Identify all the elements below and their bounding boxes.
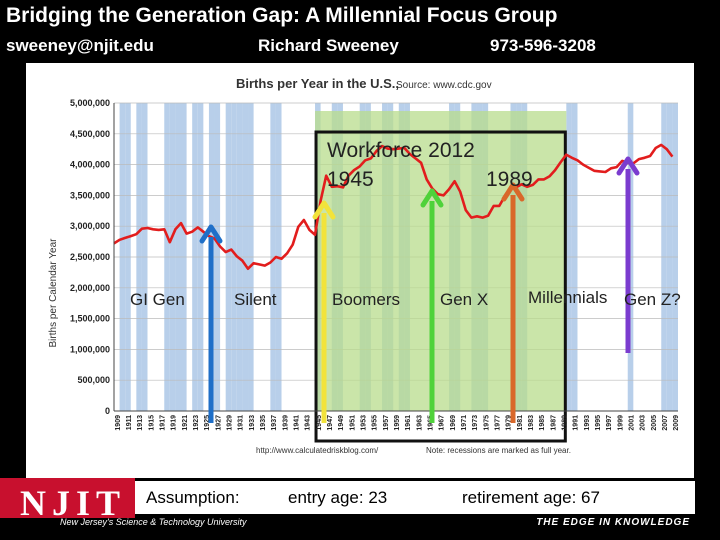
x-tick-label: 1931 [238, 415, 245, 431]
x-tick-label: 1951 [349, 415, 356, 431]
x-tick-label: 1961 [405, 415, 412, 431]
generation-arrow-head [501, 182, 525, 202]
chart-title: Births per Year in the U.S., [236, 76, 399, 91]
entry-age: entry age: 23 [288, 488, 388, 507]
x-tick-label: 1973 [472, 415, 479, 431]
workforce-start-year: 1945 [327, 168, 374, 191]
x-tick-label: 1999 [617, 415, 624, 431]
gen-label-silent: Silent [234, 290, 277, 309]
workforce-box [314, 130, 567, 443]
logo-red-band [0, 478, 135, 518]
gen-label-genz: Gen Z? [624, 290, 681, 309]
x-tick-label: 1923 [193, 415, 200, 431]
y-tick-label: 500,000 [77, 375, 110, 385]
generation-arrow-head [616, 156, 640, 176]
x-tick-label: 1935 [260, 415, 267, 431]
y-tick-label: 5,000,000 [70, 98, 110, 108]
x-tick-label: 1909 [115, 415, 122, 431]
x-tick-label: 1943 [305, 415, 312, 431]
x-tick-label: 1967 [439, 415, 446, 431]
assumption-label: Assumption: [146, 488, 240, 507]
x-tick-label: 1937 [271, 415, 278, 431]
generation-arrow-head [420, 188, 444, 208]
generation-arrow-head [199, 224, 223, 244]
x-tick-label: 1929 [226, 415, 233, 431]
x-tick-label: 1983 [528, 415, 535, 431]
footnote-recessions: Note: recessions are marked as full year… [426, 446, 571, 455]
x-tick-label: 1949 [338, 415, 345, 431]
workforce-end-year: 1989 [486, 168, 533, 191]
x-tick-label: 1971 [461, 415, 468, 431]
footnote-source: http://www.calculatedriskblog.com/ [256, 446, 379, 455]
x-tick-label: 1917 [159, 415, 166, 431]
x-tick-label: 1995 [595, 415, 602, 431]
author-phone: 973-596-3208 [490, 36, 596, 55]
x-tick-label: 1989 [562, 415, 569, 431]
x-tick-label: 1993 [584, 415, 591, 431]
tagline: THE EDGE IN KNOWLEDGE [536, 517, 690, 528]
x-tick-label: 1941 [293, 415, 300, 431]
slide-title: Bridging the Generation Gap: A Millennia… [6, 4, 558, 27]
x-tick-label: 1947 [327, 415, 334, 431]
x-tick-label: 1921 [182, 415, 189, 431]
x-tick-label: 1959 [394, 415, 401, 431]
x-tick-label: 1957 [383, 415, 390, 431]
workforce-green-band [315, 111, 567, 411]
x-tick-label: 1945 [316, 415, 323, 431]
axes: 0 500,000 1,000,000 1,500,000 2,000,000 2,500… [70, 98, 680, 431]
gen-label-genx: Gen X [440, 290, 489, 309]
y-tick-label: 4,500,000 [70, 129, 110, 139]
x-tick-label: 1985 [539, 415, 546, 431]
x-tick-label: 1997 [606, 415, 613, 431]
x-tick-label: 2001 [629, 415, 636, 431]
generation-arrows [199, 156, 640, 423]
x-tick-label: 2009 [673, 415, 680, 431]
x-tick-label: 1927 [215, 415, 222, 431]
x-tick-label: 1991 [573, 415, 580, 431]
x-tick-label: 1915 [148, 415, 155, 431]
births-chart: 0 500,000 1,000,000 1,500,000 2,000,000 2,500… [48, 76, 680, 455]
x-tick-label: 1919 [171, 415, 178, 431]
x-tick-label: 1911 [126, 415, 133, 430]
x-tick-label: 1987 [550, 415, 557, 431]
x-tick-label: 2005 [651, 415, 658, 431]
y-tick-label: 2,500,000 [70, 252, 110, 262]
x-tick-label: 1953 [360, 415, 367, 431]
x-tick-label: 1913 [137, 415, 144, 431]
y-axis-label: Births per Calendar Year [48, 238, 59, 348]
njit-logo: NJIT [20, 483, 127, 523]
x-tick-label: 1939 [282, 415, 289, 431]
x-tick-label: 1933 [249, 415, 256, 431]
y-tick-label: 1,500,000 [70, 314, 110, 324]
x-tick-label: 1977 [495, 415, 502, 431]
y-tick-label: 0 [105, 406, 110, 416]
chart-panel: 0 500,000 1,000,000 1,500,000 2,000,000 2,500… [26, 63, 694, 478]
gen-label-millennials: Millennials [528, 288, 608, 307]
x-tick-label: 2007 [662, 415, 669, 431]
x-tick-label: 1979 [506, 415, 513, 431]
chart-source: Source: www.cdc.gov [396, 80, 492, 91]
y-tick-label: 3,000,000 [70, 221, 110, 231]
retirement-age: retirement age: 67 [462, 488, 600, 507]
x-tick-label: 1975 [483, 415, 490, 431]
generation-arrow-head [312, 200, 336, 220]
x-tick-label: 1955 [372, 415, 379, 431]
gen-label-boomers: Boomers [332, 290, 401, 309]
x-tick-label: 1925 [204, 415, 211, 431]
x-tick-label: 2003 [640, 415, 647, 431]
author-name: Richard Sweeney [258, 36, 399, 55]
author-email: sweeney@njit.edu [6, 36, 154, 55]
y-tick-label: 3,500,000 [70, 190, 110, 200]
y-tick-label: 2,000,000 [70, 283, 110, 293]
y-tick-label: 4,000,000 [70, 160, 110, 170]
x-tick-label: 1969 [450, 415, 457, 431]
assumption-panel [135, 481, 695, 514]
x-tick-label: 1963 [416, 415, 423, 431]
university-name: New Jersey's Science & Technology Univer… [60, 517, 247, 527]
x-tick-label: 1981 [517, 415, 524, 431]
gen-label-gi: GI Gen [130, 290, 185, 309]
workforce-highlight [314, 111, 567, 443]
workforce-title: Workforce 2012 [327, 139, 475, 162]
y-tick-label: 1,000,000 [70, 344, 110, 354]
